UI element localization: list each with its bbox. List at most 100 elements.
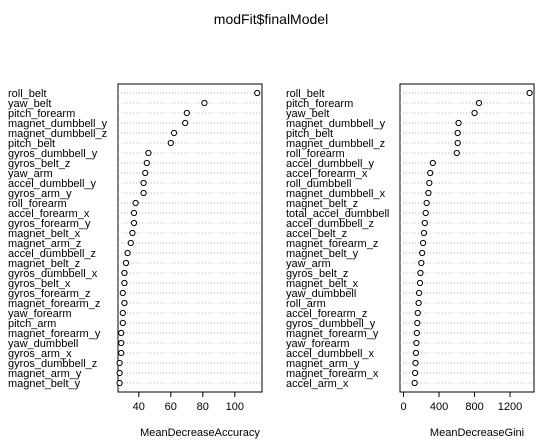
category-label: magnet_belt_z: [8, 258, 80, 270]
data-point: [121, 269, 128, 277]
data-point: [526, 89, 533, 97]
data-point: [116, 379, 123, 387]
data-point: [122, 259, 130, 267]
category-label: gyros_dumbbell_y: [8, 148, 98, 160]
category-label: magnet_belt_x: [8, 228, 81, 240]
category-label: magnet_belt_y: [8, 378, 81, 390]
data-point: [116, 359, 123, 367]
category-label: magnet_dumbbell_y: [286, 118, 386, 130]
category-label: magnet_arm_y: [8, 368, 82, 380]
data-point: [413, 329, 420, 337]
data-point: [429, 159, 436, 167]
category-label: yaw_arm: [286, 258, 331, 270]
data-point: [130, 219, 138, 227]
data-point: [418, 259, 425, 267]
category-label: yaw_forearm: [286, 338, 350, 350]
category-label: pitch_belt: [8, 138, 55, 150]
category-label: gyros_arm_y: [8, 188, 72, 200]
data-point: [118, 329, 125, 337]
category-label: roll_dumbbell: [286, 178, 351, 190]
category-label: gyros_forearm_z: [8, 288, 91, 300]
category-label: yaw_belt: [286, 108, 329, 120]
plot-frame: [117, 83, 263, 393]
category-label: magnet_arm_z: [8, 238, 81, 250]
category-label: accel_dumbbell_x: [286, 348, 375, 360]
data-point: [201, 99, 208, 107]
data-point: [130, 209, 138, 217]
data-point: [118, 339, 125, 347]
category-label: yaw_dumbbell: [286, 288, 356, 300]
data-point: [414, 309, 421, 317]
data-point: [121, 279, 128, 287]
category-label: gyros_arm_x: [8, 348, 72, 360]
x-tick-label: 0: [400, 401, 406, 413]
category-label: magnet_dumbbell_x: [286, 188, 386, 200]
data-point: [414, 319, 421, 327]
data-point: [143, 159, 150, 167]
category-label: gyros_belt_z: [8, 158, 70, 170]
data-point: [416, 279, 424, 287]
data-point: [142, 169, 149, 177]
category-label: gyros_dumbbell_x: [8, 268, 98, 280]
data-point: [412, 349, 420, 357]
category-label: yaw_arm: [8, 168, 53, 180]
category-label: accel_dumbbell_y: [286, 158, 375, 170]
data-point: [129, 229, 136, 237]
data-point: [116, 369, 123, 377]
category-label: magnet_belt_x: [286, 278, 359, 290]
category-label: yaw_belt: [8, 98, 51, 110]
data-point: [119, 319, 126, 327]
category-label: magnet_belt_y: [286, 248, 359, 260]
category-label: magnet_belt_z: [286, 198, 358, 210]
category-label: magnet_forearm_z: [8, 298, 100, 310]
category-label: pitch_belt: [286, 128, 333, 140]
data-point: [421, 219, 428, 227]
category-label: accel_forearm_z: [286, 308, 367, 320]
data-point: [254, 89, 261, 97]
category-label: gyros_dumbbell_z: [8, 358, 97, 370]
accuracy-panel: roll_beltyaw_beltpitch_forearmmagnet_dum…: [8, 83, 263, 439]
data-point: [415, 299, 422, 307]
data-point: [182, 119, 189, 127]
data-point: [419, 249, 426, 257]
category-label: accel_arm_x: [286, 378, 349, 390]
category-label: roll_forearm: [286, 148, 345, 160]
data-point: [455, 119, 462, 127]
data-point: [412, 359, 419, 367]
data-point: [170, 129, 178, 137]
x-tick-label: 60: [165, 401, 177, 413]
data-point: [118, 349, 125, 357]
category-label: pitch_arm: [8, 318, 56, 330]
data-point: [471, 109, 478, 117]
category-label: accel_forearm_x: [8, 208, 90, 220]
category-label: gyros_belt_z: [286, 268, 348, 280]
category-label: gyros_dumbbell_y: [286, 318, 376, 330]
category-label: magnet_dumbbell_z: [286, 138, 385, 150]
data-point: [183, 109, 190, 117]
category-label: magnet_forearm_z: [286, 238, 378, 250]
data-point: [119, 289, 126, 297]
category-label: pitch_forearm: [286, 98, 353, 110]
category-label: accel_dumbbell_z: [286, 218, 374, 230]
data-point: [411, 379, 418, 387]
x-axis-title: MeanDecreaseAccuracy: [140, 427, 260, 439]
data-point: [167, 139, 174, 147]
data-point: [411, 369, 419, 377]
category-label: pitch_forearm: [8, 108, 75, 120]
data-point: [453, 149, 460, 157]
data-point: [454, 139, 461, 147]
data-point: [132, 199, 139, 207]
category-label: magnet_dumbbell_y: [8, 118, 108, 130]
data-point: [415, 289, 423, 297]
data-point: [425, 189, 432, 197]
category-label: magnet_forearm_y: [8, 328, 101, 340]
data-point: [413, 339, 420, 347]
data-point: [140, 179, 147, 187]
category-label: roll_belt: [8, 88, 47, 100]
x-tick-label: 400: [430, 401, 448, 413]
data-point: [454, 129, 461, 137]
figure-title: modFit$finalModel: [214, 11, 328, 27]
category-label: accel_dumbbell_z: [8, 248, 96, 260]
category-label: yaw_dumbbell: [8, 338, 78, 350]
